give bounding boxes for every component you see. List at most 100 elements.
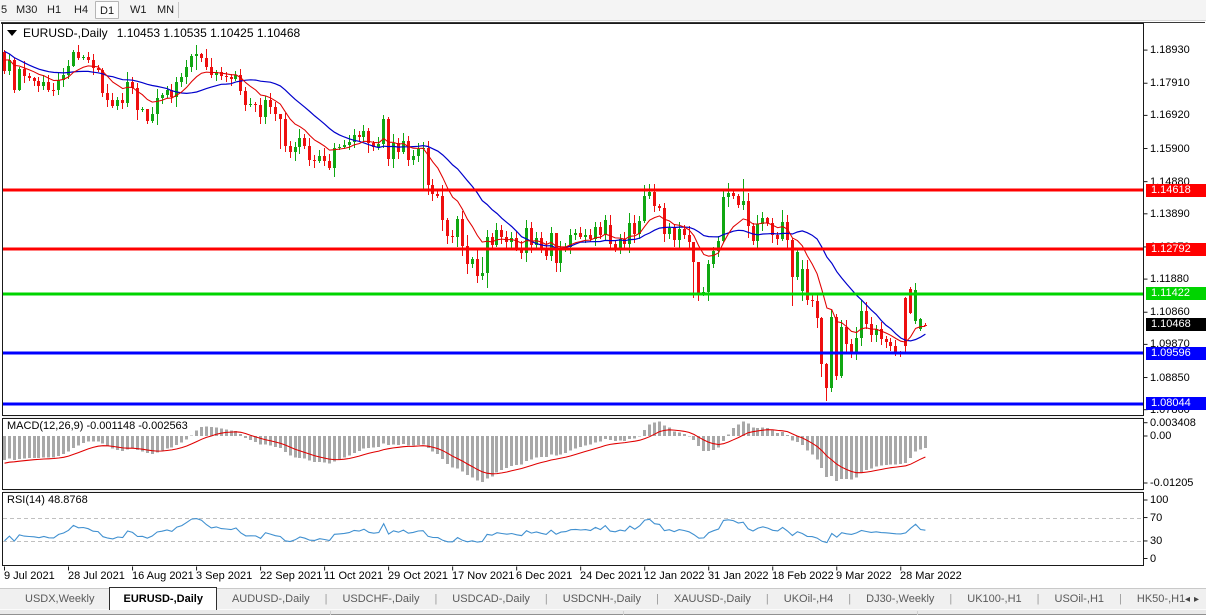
candle-body [353,135,356,142]
timeframe-button-m30[interactable]: M30 [16,4,38,16]
candle-body [249,104,252,105]
candle-body [234,75,237,79]
candle-body [722,197,725,241]
status-bar-separator [917,611,918,615]
candle-body [166,90,169,95]
symbol-tab-ukoil-h4[interactable]: UKOil-,H4 [783,593,834,605]
candle-body [569,235,572,247]
candle-body [633,223,636,234]
chart-dropdown-icon[interactable] [7,30,17,36]
candle-body [279,114,282,119]
candle-body [33,78,36,81]
price-badge: 1.09596 [1146,347,1206,360]
symbol-tab-xauusd-daily[interactable]: XAUUSD-,Daily [673,593,751,605]
candle-body [126,82,129,103]
panel-border-1 [2,418,1144,490]
timeframe-button-d1[interactable]: D1 [95,1,120,19]
candle-body [461,219,464,246]
timeframe-button-5[interactable]: 5 [1,4,8,16]
symbol-tab-usdx-weekly[interactable]: USDX,Weekly [25,593,95,605]
candle-body [244,91,247,105]
price-axis-label: 1.16920 [1150,109,1190,121]
candle-body [471,259,474,264]
candle-body [771,223,774,235]
candle-body [308,146,311,160]
symbol-tab-usdcnh-daily[interactable]: USDCNH-,Daily [562,593,642,605]
candle-body [392,143,395,159]
symbol-tab-audusd-daily[interactable]: AUDUSD-,Daily [231,593,310,605]
price-axis-label: 1.11880 [1150,273,1189,285]
macd-indicator-label: MACD(12,26,9) -0.001148 -0.002563 [7,420,188,432]
candle-body [407,141,410,160]
candle-body [875,329,878,335]
candle-body [860,311,863,338]
candle-body [796,252,799,277]
candle-body [200,54,203,58]
candle-body [239,75,242,91]
candle-body [62,75,65,80]
candle-body [623,239,626,244]
tab-scroll-right-icon[interactable]: ▸ [1193,594,1203,605]
candle-body [116,100,119,106]
rsi-axis-label: 100 [1150,494,1169,506]
candle-body [658,206,661,208]
candle-body [919,319,922,329]
candle-body [412,156,415,160]
candle-body [67,66,70,75]
candle-body [441,196,444,220]
panel-splitter-2[interactable] [3,490,1143,492]
timeframe-button-h1[interactable]: H1 [47,4,62,16]
candle-body [343,145,346,147]
candle-body [614,244,617,248]
candle-body [377,144,380,147]
candle-body [540,238,543,248]
candle-body [500,230,503,237]
timeframe-button-mn[interactable]: MN [157,4,175,16]
candle-body [742,201,745,205]
symbol-tab-dj30-weekly[interactable]: DJ30-,Weekly [866,593,935,605]
candle-body [924,325,927,326]
candle-body [284,119,287,146]
candle-body [865,311,868,324]
candle-body [850,344,853,353]
price-badge: 1.11422 [1146,287,1206,300]
candle-body [481,273,484,276]
candle-body [885,339,888,342]
tab-scroll-left-icon[interactable]: ◂ [1184,594,1194,605]
macd-axis-label: 0.003408 [1150,417,1196,429]
panel-border-2 [2,492,1144,566]
price-axis-label: 1.18930 [1150,44,1190,56]
candle-body [446,220,449,236]
symbol-tab-usoil-h1[interactable]: USOil-,H1 [1054,593,1105,605]
candle-body [806,269,809,300]
candle-body [318,156,321,161]
candle-body [28,76,31,78]
candle-body [801,269,804,291]
candle-body [594,227,597,239]
panel-splitter-1[interactable] [3,416,1143,418]
candle-body [914,290,917,321]
candle-body [673,228,676,240]
candle-body [254,104,257,105]
candle-body [338,147,341,148]
rsi-indicator-label: RSI(14) 48.8768 [7,494,88,506]
price-axis-label: 1.08850 [1150,372,1190,384]
timeframe-button-w1[interactable]: W1 [130,4,147,16]
candle-body [131,82,134,88]
rsi-line [4,518,926,544]
timeframe-button-h4[interactable]: H4 [74,4,89,16]
symbol-tab-usdcad-daily[interactable]: USDCAD-,Daily [452,593,530,605]
symbol-tab-usdchf-daily[interactable]: USDCHF-,Daily [342,593,420,605]
candle-body [348,142,351,145]
candle-body [535,238,538,245]
candle-body [476,259,479,276]
symbol-tab-uk100-h1[interactable]: UK100-,H1 [967,593,1022,605]
candle-body [382,119,385,144]
candle-body [175,82,178,97]
symbol-tab-hk50-h1[interactable]: HK50-,H1 [1136,593,1186,605]
candle-body [466,246,469,264]
tab-separator: | [765,593,769,605]
candle-body [333,148,336,168]
symbol-tab-eurusd-daily[interactable]: EURUSD-,Daily [109,587,217,610]
